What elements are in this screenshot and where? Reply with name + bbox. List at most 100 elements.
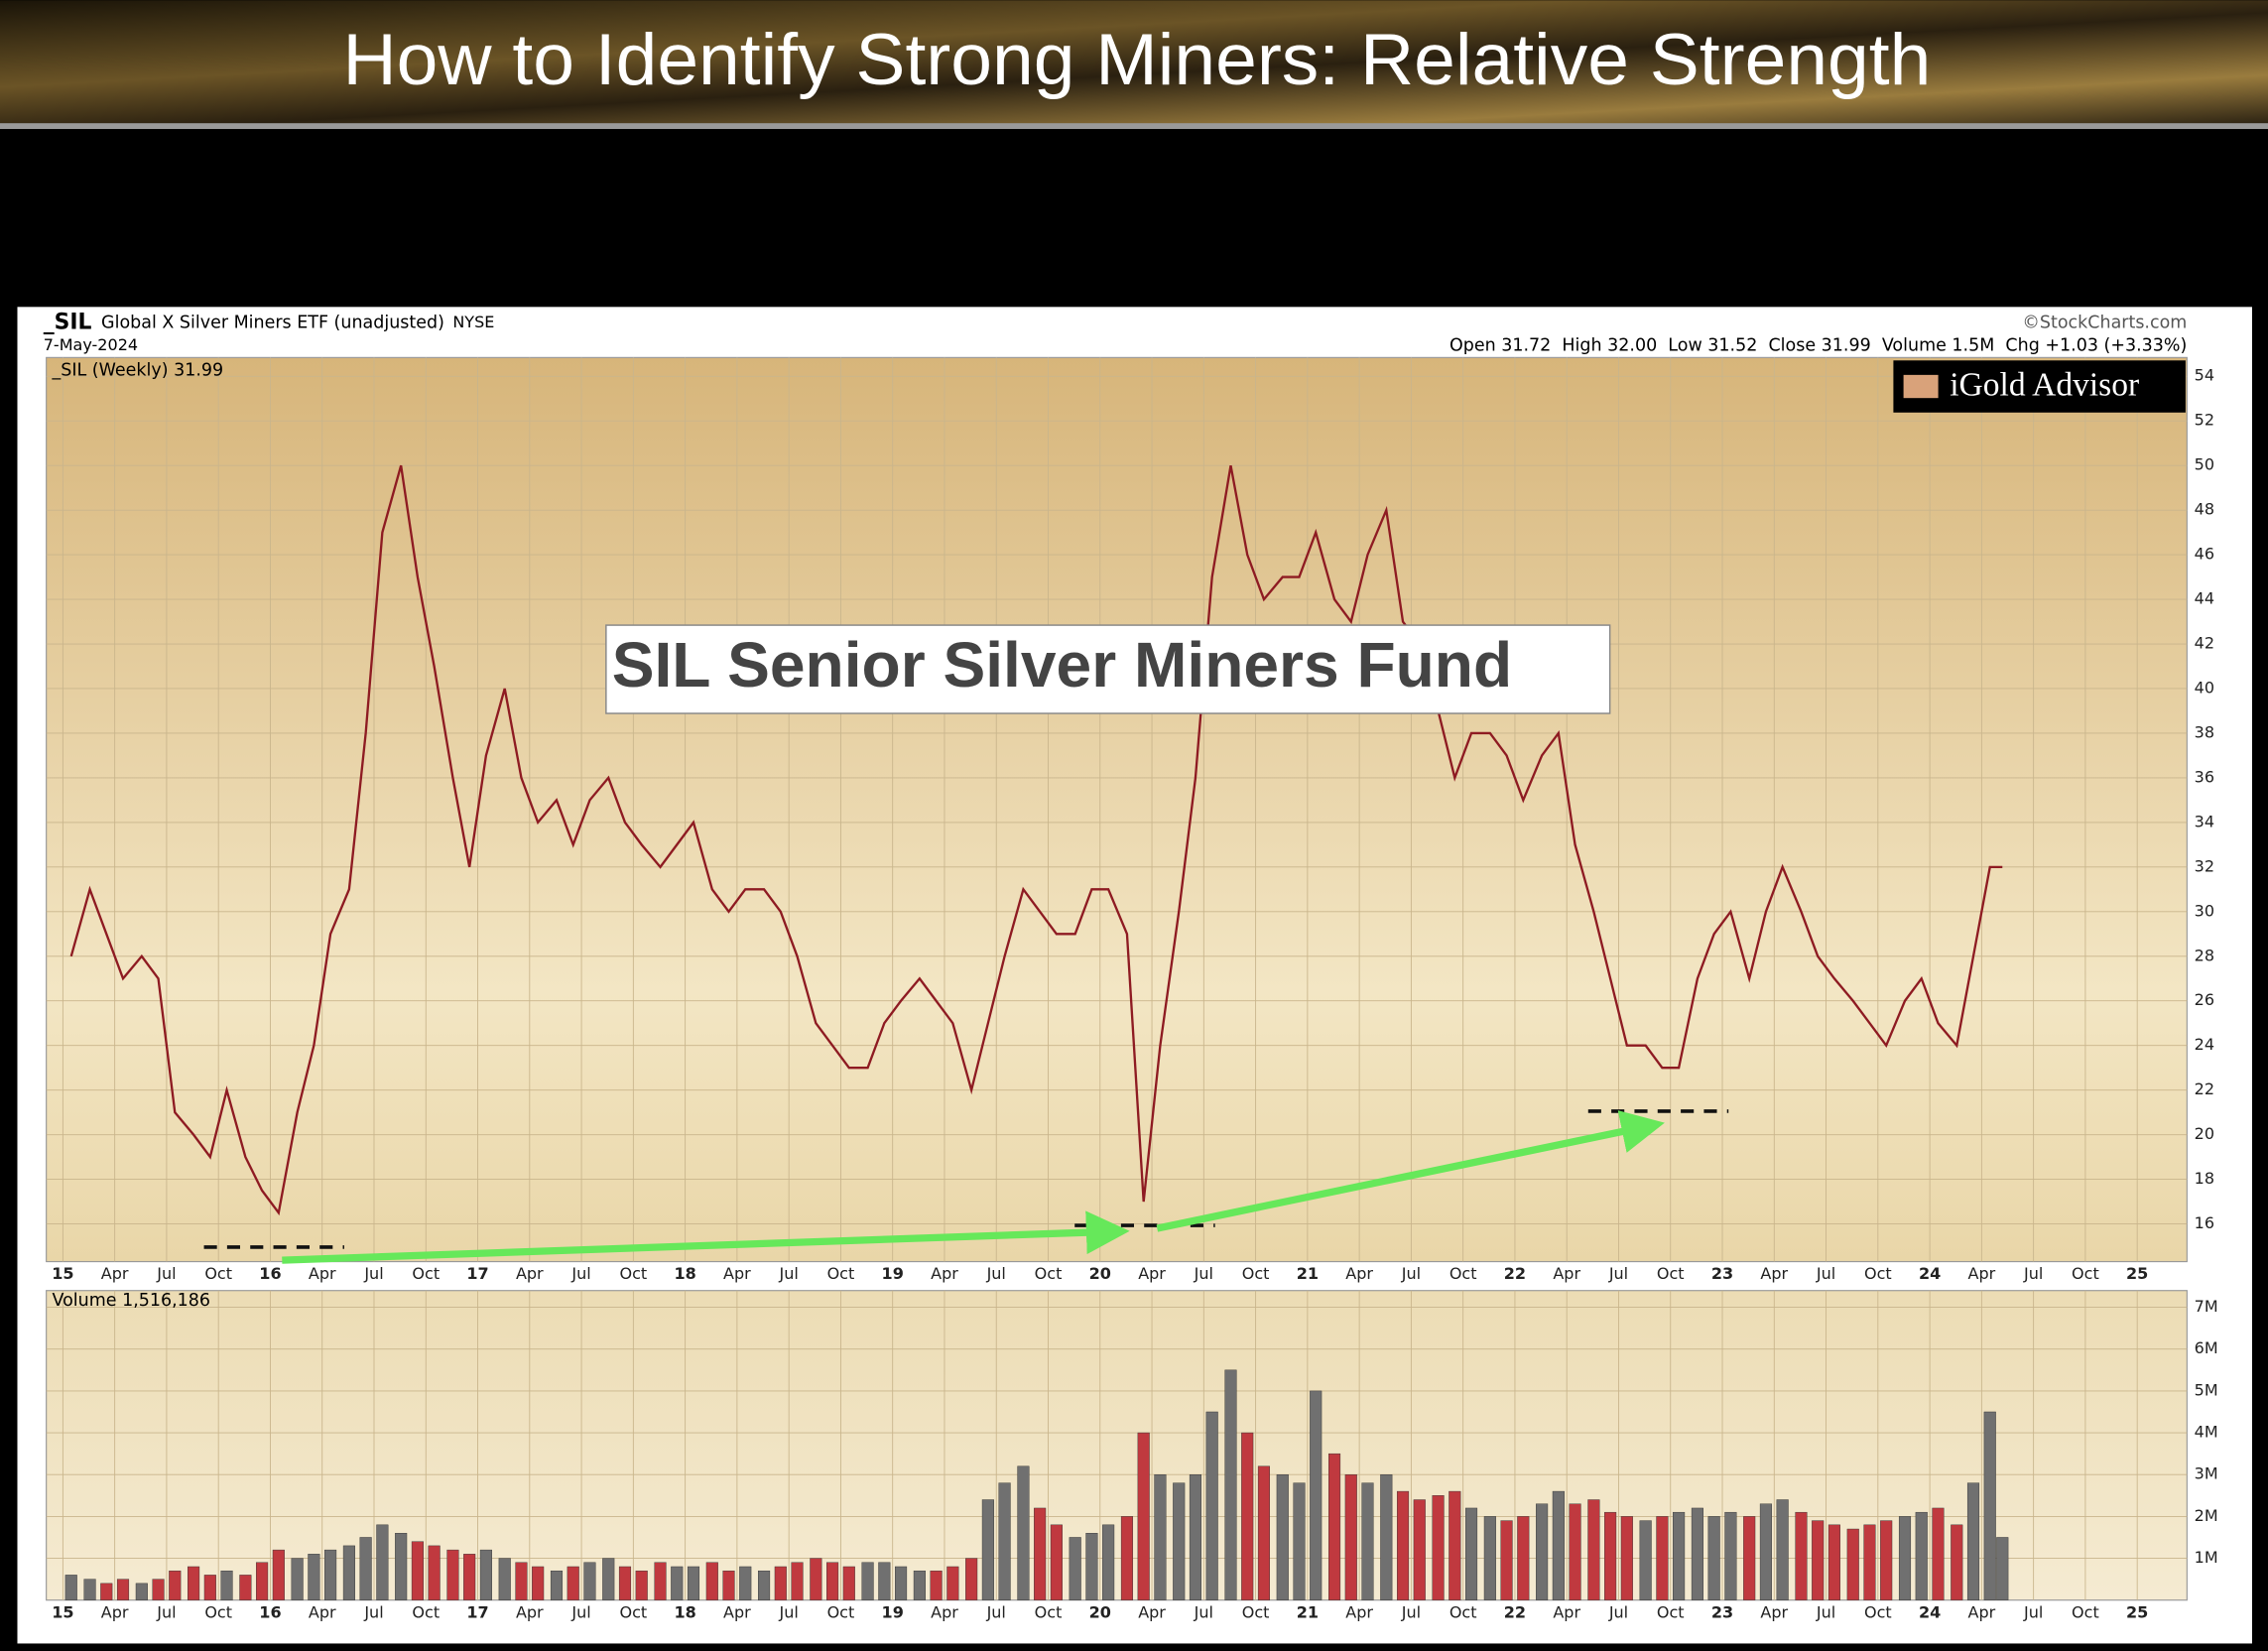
- volume-bar: [842, 1566, 855, 1600]
- volume-bar: [1344, 1474, 1357, 1600]
- arrow: [1156, 1110, 1665, 1232]
- x-tick-label: Apr: [101, 1602, 129, 1621]
- volume-bar: [256, 1562, 269, 1600]
- volume-bar: [463, 1554, 476, 1600]
- x-tick-label: Oct: [204, 1602, 232, 1621]
- volume-bar: [1034, 1507, 1047, 1600]
- x-tick-label: Apr: [1968, 1602, 1996, 1621]
- volume-bar: [1569, 1503, 1581, 1600]
- volume-bar: [791, 1562, 804, 1600]
- volume-bar: [1656, 1516, 1669, 1600]
- x-tick-label: Jul: [2023, 1602, 2043, 1621]
- annotation: SIL Senior Silver Miners Fund: [612, 629, 1512, 700]
- volume-bar: [1863, 1524, 1876, 1600]
- volume-bar: [930, 1570, 943, 1600]
- y-tick-label: 3M: [2195, 1464, 2218, 1483]
- x-tick-label: Apr: [516, 1264, 544, 1283]
- y-tick-label: 46: [2195, 545, 2214, 564]
- volume-bar: [239, 1575, 252, 1600]
- y-tick-label: 48: [2195, 500, 2214, 519]
- volume-bar: [1759, 1503, 1772, 1600]
- quote: Open 31.72 High 32.00 Low 31.52 Close 31…: [1449, 336, 2187, 356]
- title-bar: [0, 0, 2268, 125]
- arrow: [282, 1210, 1130, 1264]
- volume-bar: [774, 1566, 787, 1600]
- volume-bar: [965, 1558, 978, 1600]
- volume-bar: [203, 1575, 216, 1600]
- volume-bar: [152, 1579, 165, 1600]
- x-tick-label: Jul: [1816, 1264, 1835, 1283]
- x-tick-label: Jul: [1608, 1602, 1628, 1621]
- x-tick-label: Apr: [1345, 1602, 1373, 1621]
- volume-bar: [1536, 1503, 1549, 1600]
- volume-bar: [1996, 1537, 2009, 1600]
- price-line: [69, 464, 2003, 1216]
- x-tick-label: 20: [1089, 1602, 1111, 1621]
- volume-bar: [188, 1566, 200, 1600]
- x-tick-label: Apr: [1138, 1264, 1166, 1283]
- volume-bar: [705, 1562, 718, 1600]
- volume-bar: [428, 1545, 441, 1600]
- volume-bar: [1241, 1432, 1254, 1600]
- volume-bar: [913, 1570, 926, 1600]
- volume-bar: [308, 1554, 320, 1600]
- logo-box: [1893, 360, 2186, 413]
- x-tick-label: Jul: [778, 1602, 798, 1621]
- x-tick-label: Oct: [619, 1602, 647, 1621]
- x-tick-label: 17: [466, 1602, 488, 1621]
- x-tick-label: 22: [1504, 1264, 1526, 1283]
- volume-bar: [1552, 1490, 1565, 1600]
- volume-bar: [1707, 1516, 1720, 1600]
- x-tick-label: Oct: [2072, 1602, 2099, 1621]
- volume-bar: [1380, 1474, 1393, 1600]
- x-tick-label: Oct: [2072, 1264, 2099, 1283]
- volume-bar: [1310, 1390, 1323, 1600]
- x-tick-label: Jul: [570, 1602, 590, 1621]
- volume-bar: [946, 1566, 959, 1600]
- x-tick-label: Oct: [1035, 1602, 1063, 1621]
- x-tick-label: Oct: [1657, 1602, 1685, 1621]
- x-tick-label: Jul: [1608, 1264, 1628, 1283]
- x-tick-label: Apr: [1760, 1264, 1788, 1283]
- volume-bar: [83, 1579, 96, 1600]
- volume-bar: [1017, 1465, 1030, 1600]
- x-tick-label: 15: [52, 1264, 73, 1283]
- volume-bar: [567, 1566, 579, 1600]
- y-tick-label: 50: [2195, 455, 2214, 474]
- volume-bar: [1173, 1482, 1186, 1600]
- x-tick-label: Jul: [1401, 1264, 1421, 1283]
- volume-bar: [1050, 1524, 1063, 1600]
- y-tick-label: 22: [2195, 1080, 2214, 1098]
- x-tick-label: 23: [1711, 1264, 1733, 1283]
- volume-bar: [618, 1566, 632, 1600]
- volume-bar: [1604, 1511, 1617, 1600]
- volume-bar: [1154, 1474, 1167, 1600]
- volume-bar: [981, 1499, 994, 1600]
- x-tick-label: 17: [466, 1264, 488, 1283]
- volume-bar: [998, 1482, 1011, 1600]
- volume-bar: [1966, 1482, 1980, 1600]
- volume-bar: [135, 1583, 148, 1600]
- x-tick-label: Apr: [309, 1602, 336, 1621]
- volume-bar: [291, 1558, 304, 1600]
- volume-bar: [1257, 1465, 1271, 1600]
- y-tick-label: 34: [2195, 812, 2214, 830]
- volume-bar: [64, 1575, 77, 1600]
- x-tick-label: 24: [1919, 1264, 1941, 1283]
- symbol: _SIL: [44, 310, 92, 334]
- volume-bar: [895, 1566, 908, 1600]
- volume-bar: [1189, 1474, 1202, 1600]
- volume-bar: [272, 1549, 285, 1600]
- volume-bar: [1812, 1520, 1825, 1600]
- volume-bar: [1795, 1511, 1808, 1600]
- y-tick-label: 44: [2195, 589, 2214, 608]
- x-tick-label: Apr: [931, 1602, 958, 1621]
- volume-bar: [1846, 1528, 1859, 1600]
- exchange: NYSE: [452, 313, 494, 331]
- volume-bar: [1205, 1411, 1218, 1600]
- volume-bar: [1413, 1499, 1426, 1600]
- volume-bar: [1587, 1499, 1600, 1600]
- volume-bar: [1396, 1490, 1410, 1600]
- volume-bar: [1069, 1537, 1081, 1600]
- y-tick-label: 4M: [2195, 1423, 2218, 1442]
